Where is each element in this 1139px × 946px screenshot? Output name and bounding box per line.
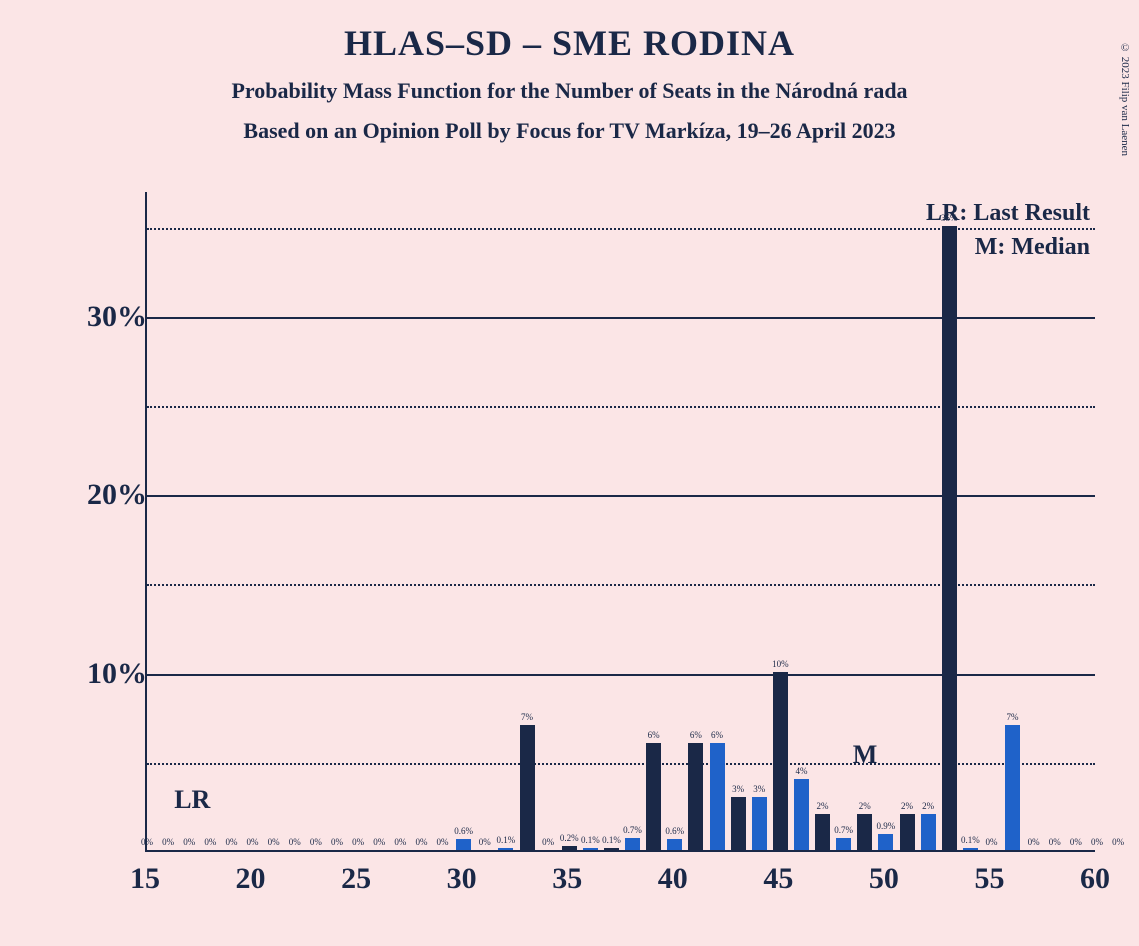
bar-value-label: 0% <box>394 837 406 847</box>
legend-last-result: LR: Last Result <box>926 200 1090 227</box>
bar-value-label: 0% <box>1091 837 1103 847</box>
x-axis-label: 20 <box>236 862 266 896</box>
bar <box>752 797 767 851</box>
bar-value-label: 0% <box>1049 837 1061 847</box>
bar-value-label: 0% <box>162 837 174 847</box>
bar <box>773 672 788 850</box>
chart-title: HLAS–SD – SME RODINA <box>0 22 1139 64</box>
bar-value-label: 2% <box>901 801 913 811</box>
bar <box>688 743 703 850</box>
bar-value-label: 0.9% <box>877 821 896 831</box>
x-axis-label: 30 <box>447 862 477 896</box>
x-axis-label: 55 <box>974 862 1004 896</box>
bar-value-label: 0.6% <box>665 826 684 836</box>
bar <box>520 725 535 850</box>
bar-value-label: 3% <box>753 784 765 794</box>
bar <box>815 814 830 850</box>
bar-value-label: 0% <box>183 837 195 847</box>
x-axis-label: 25 <box>341 862 371 896</box>
bar <box>731 797 746 851</box>
bar-value-label: 0.6% <box>454 826 473 836</box>
bar-value-label: 0.1% <box>602 835 621 845</box>
bar-value-label: 0% <box>310 837 322 847</box>
bar <box>604 848 619 850</box>
bar-value-label: 7% <box>521 712 533 722</box>
bar-value-label: 0% <box>247 837 259 847</box>
bar-value-label: 10% <box>772 659 789 669</box>
bar-value-label: 0% <box>289 837 301 847</box>
bar-value-label: 0% <box>1112 837 1124 847</box>
bar-value-label: 2% <box>817 801 829 811</box>
bar-value-label: 6% <box>648 730 660 740</box>
bar-value-label: 3% <box>732 784 744 794</box>
bar <box>921 814 936 850</box>
bar-value-label: 0% <box>268 837 280 847</box>
annotation-median: M <box>853 740 878 770</box>
x-axis-label: 60 <box>1080 862 1110 896</box>
bar-value-label: 0% <box>415 837 427 847</box>
bar-value-label: 0.1% <box>961 835 980 845</box>
bar <box>794 779 809 850</box>
bar <box>857 814 872 850</box>
bar-value-label: 0.1% <box>581 835 600 845</box>
bar <box>625 838 640 850</box>
x-axis-label: 45 <box>763 862 793 896</box>
x-axis-label: 40 <box>658 862 688 896</box>
bar-value-label: 0.2% <box>560 833 579 843</box>
bar <box>583 848 598 850</box>
bar <box>942 226 957 850</box>
bar-value-label: 0% <box>141 837 153 847</box>
x-axis-label: 15 <box>130 862 160 896</box>
bar <box>878 834 893 850</box>
bar-value-label: 0% <box>331 837 343 847</box>
y-axis-label: 30% <box>87 300 147 334</box>
chart-subtitle-2: Based on an Opinion Poll by Focus for TV… <box>0 118 1139 144</box>
bar <box>900 814 915 850</box>
bar-value-label: 0% <box>1028 837 1040 847</box>
annotation-last-result: LR <box>174 785 210 815</box>
bar <box>646 743 661 850</box>
bar <box>667 839 682 850</box>
bar-value-label: 2% <box>859 801 871 811</box>
bar-value-label: 4% <box>795 766 807 776</box>
bar-value-label: 0% <box>225 837 237 847</box>
chart-container: 0% 0% 0% 0% 0% 0% 0% 0% 0% 0% 0% 0% 0% 0% 0% 0.6% 0% 0.1%… <box>65 192 1105 912</box>
bar-value-label: 6% <box>711 730 723 740</box>
bar-value-label: 7% <box>1007 712 1019 722</box>
bar <box>498 848 513 850</box>
bar-value-label: 0% <box>373 837 385 847</box>
bar-value-label: 0% <box>1070 837 1082 847</box>
bar-value-label: 0.7% <box>623 825 642 835</box>
plot-area: 0% 0% 0% 0% 0% 0% 0% 0% 0% 0% 0% 0% 0% 0% 0% 0.6% 0% 0.1%… <box>145 192 1095 852</box>
bar-value-label: 0.1% <box>497 835 516 845</box>
bar <box>710 743 725 850</box>
bar <box>1005 725 1020 850</box>
bar-value-label: 0% <box>437 837 449 847</box>
x-axis-label: 35 <box>552 862 582 896</box>
y-axis-label: 20% <box>87 478 147 512</box>
bar-value-label: 0% <box>479 837 491 847</box>
bar <box>963 848 978 850</box>
bar <box>562 846 577 850</box>
copyright-text: © 2023 Filip van Laenen <box>1119 42 1131 156</box>
chart-subtitle-1: Probability Mass Function for the Number… <box>0 78 1139 104</box>
bar-value-label: 0% <box>204 837 216 847</box>
bar <box>456 839 471 850</box>
legend-median: M: Median <box>975 234 1090 261</box>
bar-value-label: 6% <box>690 730 702 740</box>
bar <box>836 838 851 850</box>
bar-value-label: 0% <box>542 837 554 847</box>
bar-value-label: 0% <box>985 837 997 847</box>
y-axis-label: 10% <box>87 657 147 691</box>
bar-value-label: 2% <box>922 801 934 811</box>
x-axis-label: 50 <box>869 862 899 896</box>
bar-value-label: 0.7% <box>834 825 853 835</box>
bar-value-label: 0% <box>352 837 364 847</box>
